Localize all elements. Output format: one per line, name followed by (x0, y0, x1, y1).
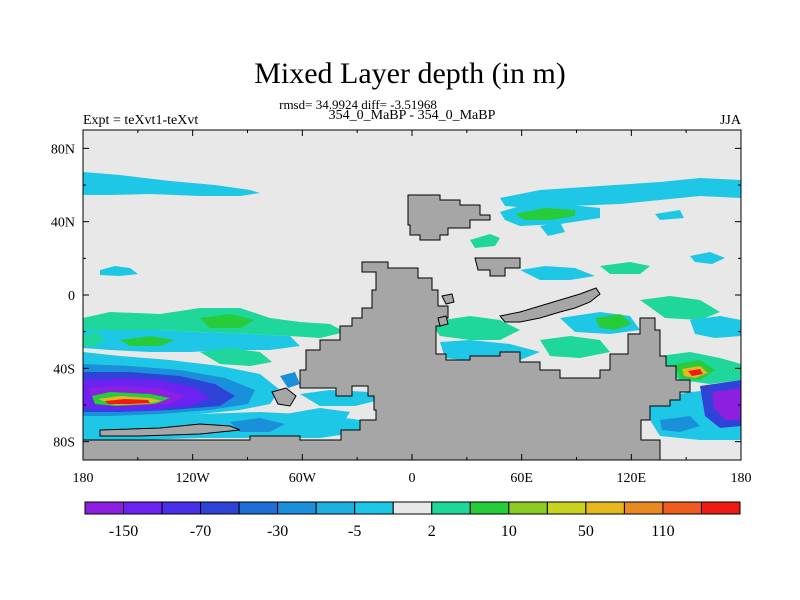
contour-field (655, 210, 684, 220)
colorbar-swatch (161, 501, 202, 515)
contour-field (640, 296, 720, 320)
stats-label: rmsd= 34.9924 diff= -3.51968 (279, 97, 437, 112)
colorbar: -150 -70 -30 -5 2 10 50 110 (84, 501, 741, 540)
lon-tick-label: 180 (73, 471, 94, 486)
colorbar-label: 110 (651, 523, 674, 540)
contour-field (200, 348, 272, 366)
colorbar-swatch (354, 501, 394, 515)
contour-field (515, 208, 575, 220)
lat-tick-label: 80N (51, 142, 75, 157)
colorbar-swatch (431, 501, 471, 515)
land-mask (437, 315, 449, 327)
lat-tick-label: 0 (68, 289, 75, 304)
lon-tick-label: 120W (176, 471, 211, 486)
lon-tick-label: 60E (510, 471, 533, 486)
experiment-label: Expt = teXvt1-teXvt (83, 113, 198, 128)
contour-field (690, 252, 725, 264)
contour-field (690, 316, 741, 338)
contour-field (595, 314, 632, 330)
map-panel (83, 130, 741, 460)
colorbar-label: -5 (348, 523, 361, 540)
period-label: 354_0_MaBP - 354_0_MaBP (329, 108, 496, 123)
contour-field (712, 388, 741, 420)
contour-field (600, 262, 650, 274)
lon-tick-label: 120E (617, 471, 647, 486)
contour-field (300, 390, 380, 406)
colorbar-swatch (546, 501, 587, 515)
colorbar-label: 10 (501, 523, 517, 540)
land-mask (441, 293, 455, 305)
lon-tick-label: 60W (289, 471, 317, 486)
contour-field (83, 332, 105, 346)
land-mask (407, 194, 491, 241)
contour-field (105, 399, 150, 404)
colorbar-swatch (469, 501, 510, 515)
contour-field (500, 178, 741, 208)
colorbar-swatch (392, 501, 433, 515)
colorbar-swatch (200, 501, 240, 515)
colorbar-swatch (315, 501, 356, 515)
contour-field (120, 336, 175, 346)
lon-tick-label: 180 (731, 471, 752, 486)
colorbar-swatch (508, 501, 548, 515)
chart-title: Mixed Layer depth (in m) (254, 57, 566, 90)
contour-field (83, 172, 260, 196)
contour-field (230, 418, 285, 432)
contour-field (470, 234, 500, 248)
land-mask (271, 387, 297, 407)
colorbar-label: -30 (267, 523, 288, 540)
latitude-axis: 80N 40N 0 40S 80S (51, 142, 741, 451)
colorbar-label: 2 (428, 523, 436, 540)
land-mask (499, 287, 601, 323)
lat-tick-label: 40S (53, 362, 75, 377)
contour-field (285, 408, 350, 420)
colorbar-swatch (123, 501, 163, 515)
lat-tick-label: 80S (53, 436, 75, 451)
land-mask (83, 261, 691, 460)
longitude-axis: 180 120W 60W 0 60E 120E 180 (73, 130, 752, 486)
land-mask (474, 257, 521, 277)
colorbar-swatch (277, 501, 317, 515)
contour-field (540, 336, 610, 358)
contour-field (540, 222, 565, 236)
season-label: JJA (720, 113, 742, 128)
colorbar-swatch (662, 501, 702, 515)
contour-field (430, 316, 520, 340)
colorbar-swatch (623, 501, 664, 515)
land-mask (99, 423, 241, 437)
lat-tick-label: 40N (51, 216, 75, 231)
contour-field (100, 266, 138, 276)
colorbar-swatch (238, 501, 279, 515)
contour-field (520, 266, 595, 280)
colorbar-label: 50 (578, 523, 594, 540)
lon-tick-label: 0 (409, 471, 416, 486)
contour-field (280, 372, 300, 388)
colorbar-label: -70 (190, 523, 211, 540)
contour-field (83, 330, 300, 352)
contour-field (200, 314, 255, 328)
colorbar-swatch (700, 501, 741, 515)
contour-field (660, 416, 700, 432)
contour-field (688, 369, 703, 376)
colorbar-swatch (84, 501, 125, 515)
colorbar-label: -150 (109, 523, 138, 540)
colorbar-swatch (585, 501, 625, 515)
